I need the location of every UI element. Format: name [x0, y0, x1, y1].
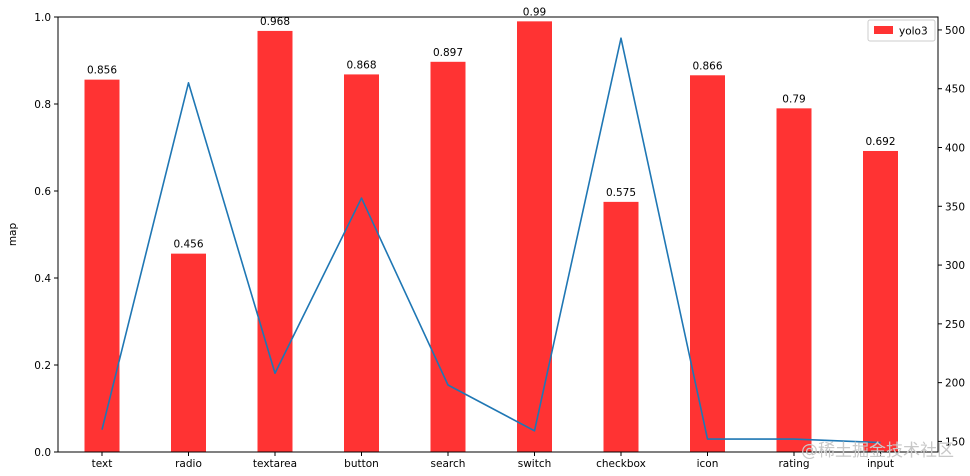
x-tick-label: checkbox — [596, 458, 646, 470]
x-tick-label: rating — [778, 458, 809, 470]
y-tick-label: 0.0 — [34, 447, 51, 459]
y2-tick-label: 400 — [945, 143, 965, 155]
y-axis-right: 150 200 250 300 350 400 450 500 — [938, 25, 965, 448]
bar — [84, 79, 120, 452]
bar-value-label: 0.456 — [173, 239, 203, 251]
watermark: @稀土掘金技术社区 — [801, 441, 954, 461]
x-tick-label: textarea — [253, 458, 297, 470]
x-tick-label: search — [431, 458, 466, 470]
y2-tick-label: 500 — [945, 25, 965, 37]
y-tick-label: 0.6 — [34, 186, 51, 198]
y-tick-label: 1.0 — [34, 12, 51, 24]
y2-tick-label: 450 — [945, 84, 965, 96]
data-labels: 0.856 0.456 0.968 0.868 0.897 0.99 0.575 0.866 0… — [87, 6, 896, 250]
bar-value-label: 0.99 — [523, 6, 546, 18]
y-axis-title: map — [7, 223, 19, 247]
y-tick-label: 0.4 — [34, 273, 51, 285]
bar — [603, 201, 639, 452]
legend-label: yolo3 — [899, 26, 928, 38]
bar-value-label: 0.897 — [433, 47, 463, 59]
bar-value-label: 0.692 — [865, 136, 895, 148]
legend-box — [867, 19, 936, 42]
x-tick-label: switch — [518, 458, 552, 470]
bar — [430, 61, 466, 453]
bar-value-label: 0.79 — [782, 93, 805, 105]
legend-swatch — [874, 26, 893, 34]
y2-tick-label: 300 — [945, 260, 965, 272]
bar-value-label: 0.856 — [87, 65, 117, 77]
y2-tick-label: 150 — [945, 436, 965, 448]
x-tick-label: text — [92, 458, 113, 470]
bar — [690, 75, 725, 452]
x-tick-label: button — [344, 458, 379, 470]
line-path — [101, 37, 881, 444]
bar-series — [84, 21, 898, 453]
y-axis-left: 0.0 0.2 0.4 0.6 0.8 1.0 — [34, 12, 58, 459]
bar-value-label: 0.968 — [260, 16, 290, 28]
bar-value-label: 0.866 — [692, 60, 722, 72]
bar — [776, 108, 812, 452]
y-tick-label: 0.2 — [34, 360, 51, 372]
y2-tick-label: 250 — [945, 319, 965, 331]
plot-frame — [57, 16, 939, 453]
x-tick-label: radio — [175, 458, 202, 470]
bar — [257, 30, 293, 452]
x-tick-label: icon — [697, 458, 719, 470]
legend: yolo3 — [867, 19, 936, 42]
y2-tick-label: 350 — [945, 201, 965, 213]
bar-value-label: 0.868 — [346, 59, 376, 71]
line-series — [101, 37, 881, 444]
bar — [344, 74, 379, 453]
y2-tick-label: 200 — [945, 378, 965, 390]
y-tick-label: 0.8 — [34, 99, 51, 111]
bar-value-label: 0.575 — [606, 187, 636, 199]
x-tick-label: input — [867, 458, 894, 470]
bar — [517, 21, 552, 452]
bar — [863, 150, 898, 453]
bar — [171, 253, 206, 452]
x-axis: text radio textarea button search switch check… — [92, 452, 894, 470]
